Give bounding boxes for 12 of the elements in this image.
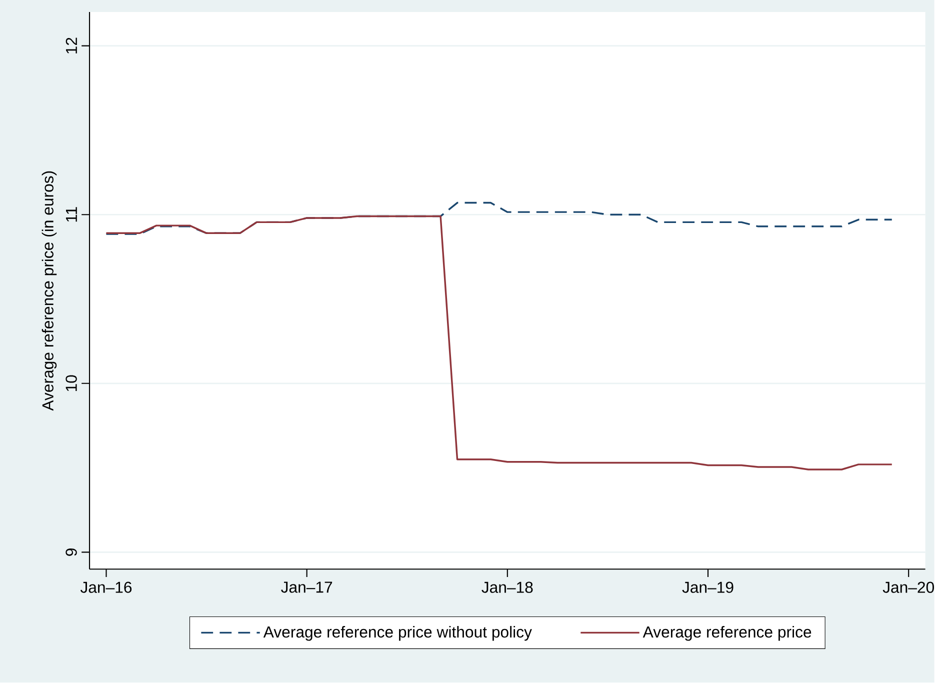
x-tick-label: Jan–16 (80, 582, 132, 594)
y-tick-label: 9 (66, 548, 77, 556)
x-tick-label: Jan–19 (682, 582, 734, 594)
x-tick-label: Jan–20 (882, 582, 934, 594)
legend-label: Average reference price (642, 626, 812, 641)
x-tick-label: Jan–18 (482, 582, 533, 594)
y-tick-label: 10 (66, 375, 77, 392)
legend-label: Average reference price without policy (263, 626, 532, 641)
y-tick-label: 11 (66, 207, 77, 222)
y-axis-title: Average reference price (in euros) (42, 172, 57, 411)
x-tick-label: Jan–17 (281, 582, 332, 593)
y-tick-label: 12 (66, 38, 77, 54)
